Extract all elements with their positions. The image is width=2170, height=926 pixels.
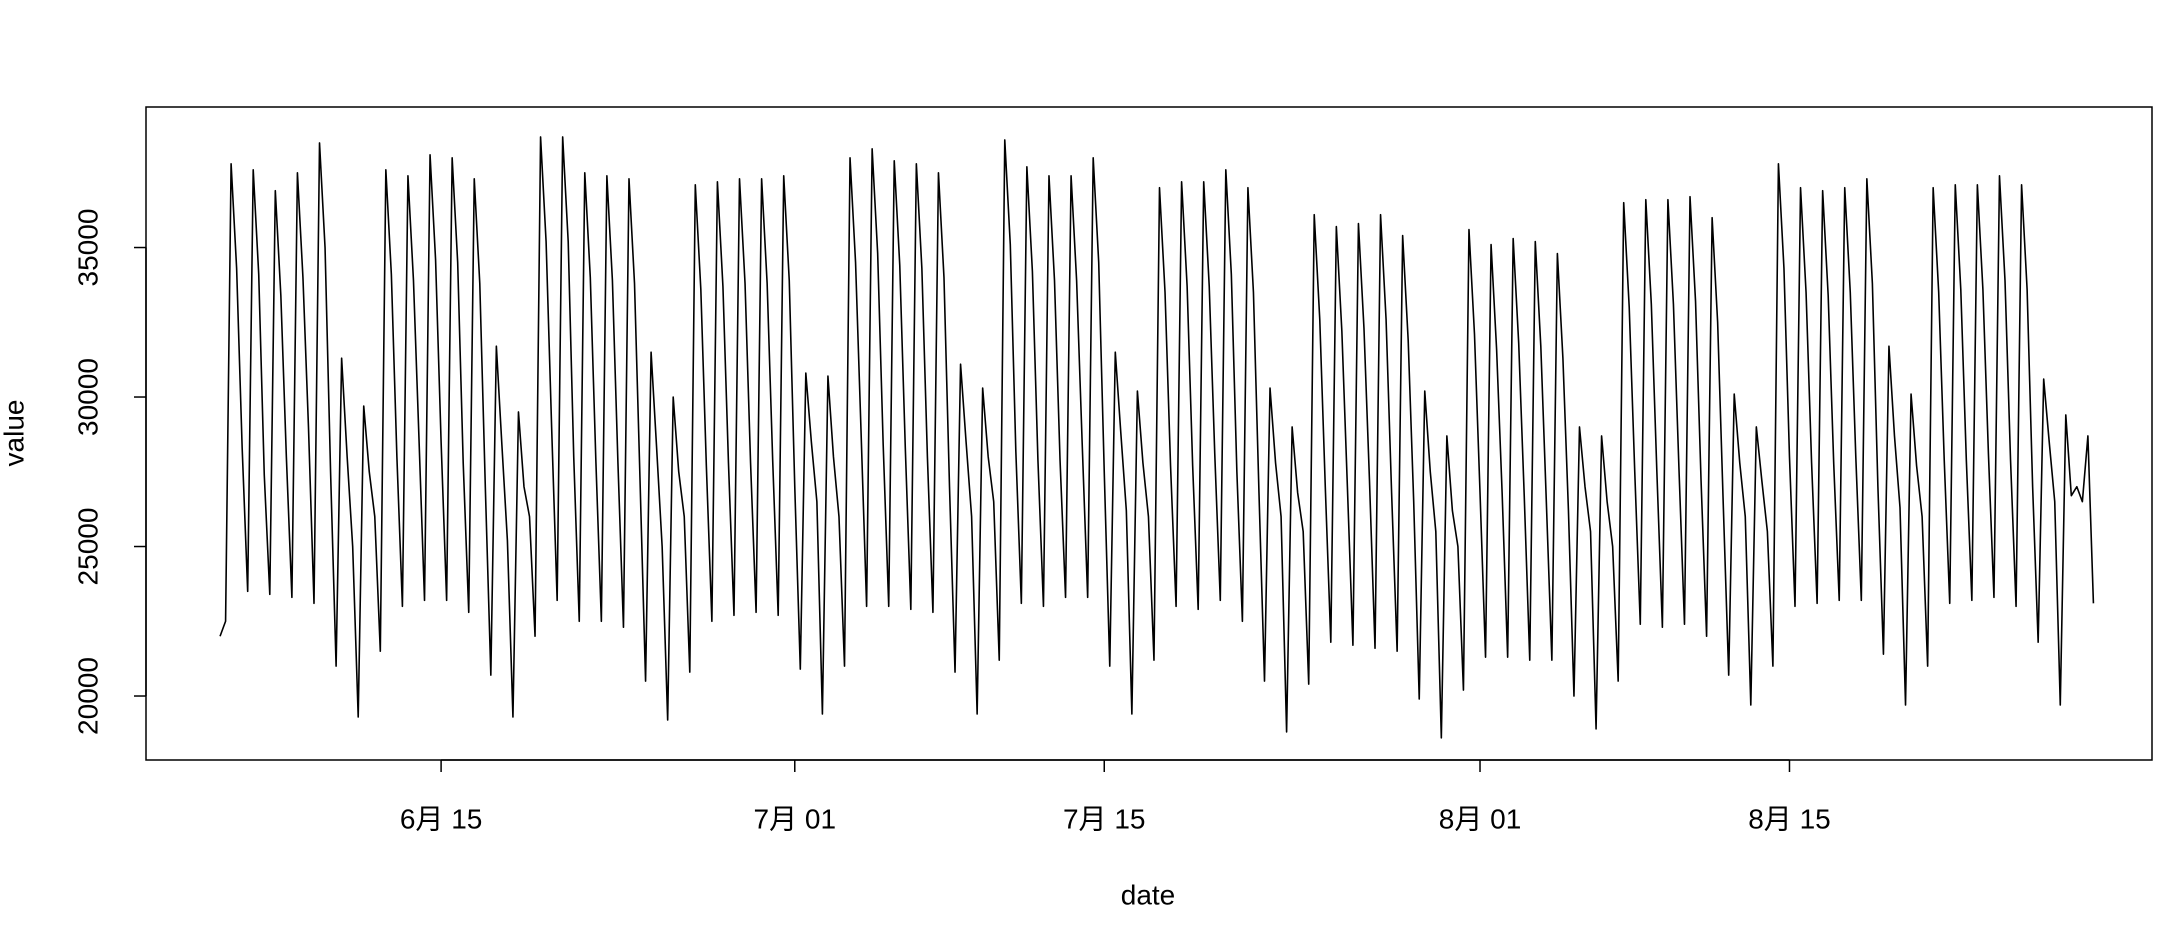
y-tick-label: 25000 (72, 508, 103, 586)
x-tick-label: 7月 15 (1063, 803, 1146, 834)
y-tick-label: 35000 (72, 209, 103, 287)
plot-frame (145, 106, 2153, 761)
y-tick-label: 30000 (72, 358, 103, 436)
x-axis-label: date (1121, 879, 1176, 910)
y-axis-label: value (0, 400, 29, 467)
x-tick-label: 8月 01 (1439, 803, 1522, 834)
y-tick-label: 20000 (72, 657, 103, 735)
x-tick-label: 8月 15 (1748, 803, 1831, 834)
x-tick-label: 7月 01 (754, 803, 837, 834)
data-line (219, 136, 2095, 739)
x-tick-label: 6月 15 (400, 803, 483, 834)
